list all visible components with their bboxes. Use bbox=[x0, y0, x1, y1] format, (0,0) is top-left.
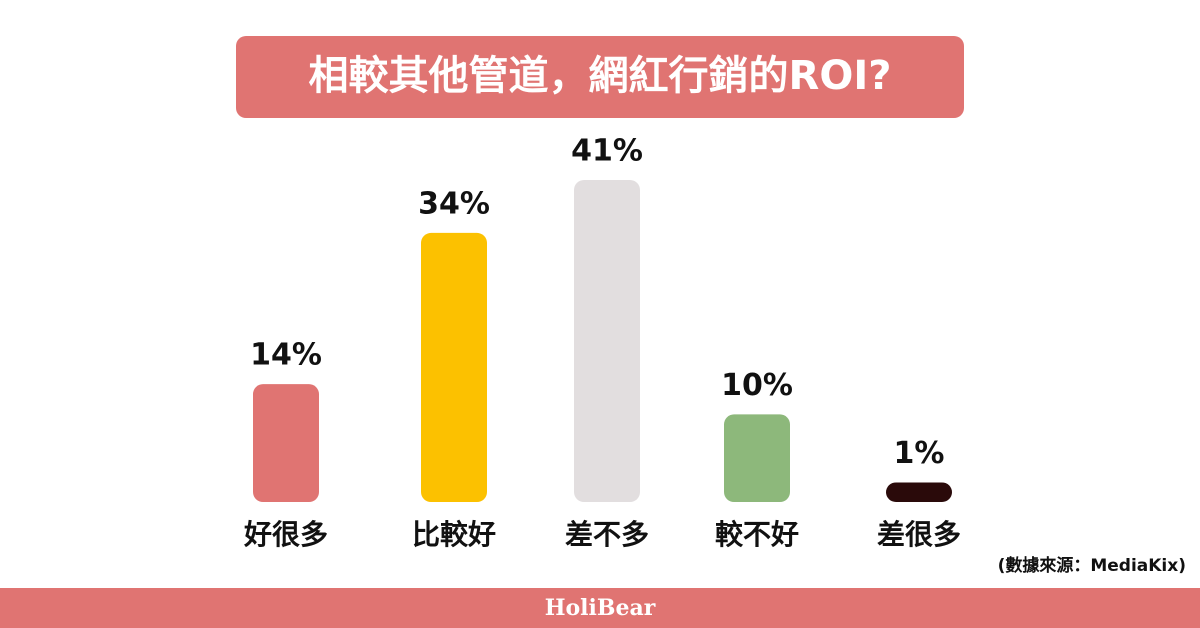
category-label: 差很多 bbox=[877, 518, 961, 551]
value-label: 14% bbox=[250, 338, 322, 373]
value-label: 34% bbox=[418, 186, 490, 221]
value-label: 1% bbox=[894, 436, 945, 471]
value-label: 41% bbox=[571, 134, 643, 169]
bar bbox=[574, 180, 640, 502]
bar bbox=[253, 384, 319, 502]
brand: HoliBear bbox=[545, 595, 656, 621]
footer-band bbox=[0, 588, 1200, 628]
category-label: 較不好 bbox=[715, 518, 799, 551]
bar bbox=[886, 482, 952, 502]
title-box bbox=[236, 36, 964, 118]
source-note: (數據來源：MediaKix) bbox=[998, 555, 1186, 576]
bar bbox=[724, 414, 790, 502]
chart-title: 相較其他管道，網紅行銷的ROI? bbox=[309, 53, 892, 99]
category-label: 比較好 bbox=[412, 518, 496, 551]
category-label: 好很多 bbox=[243, 518, 328, 551]
bar bbox=[421, 232, 487, 503]
value-label: 10% bbox=[721, 368, 793, 403]
category-label: 差不多 bbox=[565, 518, 649, 551]
